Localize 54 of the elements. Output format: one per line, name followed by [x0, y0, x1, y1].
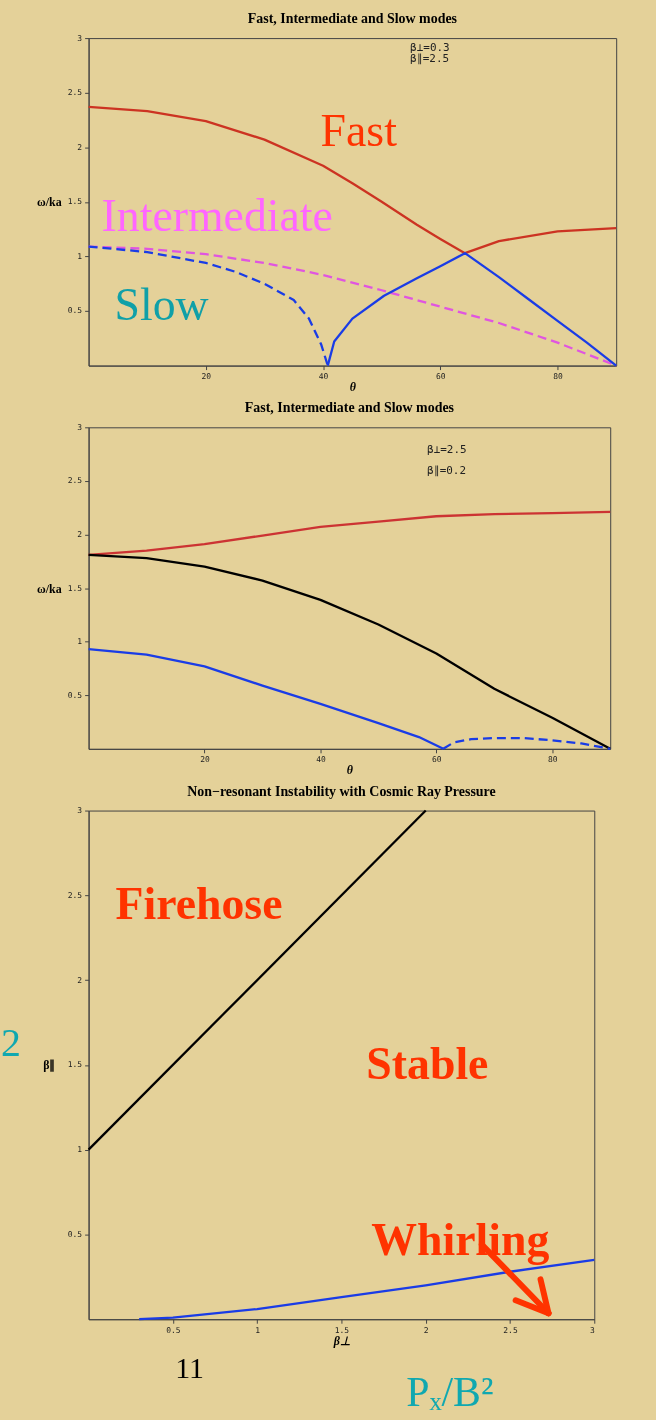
x-tick-label: 80 — [553, 372, 564, 382]
annotation: Whirling — [371, 1213, 550, 1265]
y-tick-label: 1.5 — [67, 1060, 83, 1070]
y-tick-label: 0.5 — [67, 306, 83, 316]
x-axis-title: β⊥ — [332, 1333, 350, 1348]
y-tick-label: 1 — [77, 637, 83, 647]
x-tick-label: 80 — [547, 755, 558, 765]
line-series — [87, 105, 618, 255]
chart-title: Fast, Intermediate and Slow modes — [247, 11, 458, 27]
x-tick-label: 1 — [255, 1325, 261, 1335]
y-axis-title: ω/ka — [36, 581, 62, 596]
x-tick-label: 0.5 — [166, 1325, 181, 1335]
series-label: Slow — [114, 278, 209, 330]
x-axis-title: θ — [349, 379, 356, 394]
y-tick-label: 2.5 — [67, 476, 83, 486]
chart-title: Non−resonant Instability with Cosmic Ray Pressure — [187, 783, 496, 799]
text: 2 — [1, 1021, 21, 1066]
y-tick-label: 1.5 — [67, 583, 83, 593]
annotation: Stable — [366, 1038, 489, 1090]
x-tick-label: 2.5 — [503, 1325, 518, 1335]
x-tick-label: 1.5 — [334, 1325, 350, 1335]
annotation: β∥=0.2 — [427, 464, 466, 478]
y-tick-label: 0.5 — [67, 1229, 83, 1239]
x-tick-label: 2 — [423, 1325, 429, 1335]
y-tick-label: 0.5 — [67, 690, 83, 700]
x-tick-label: 60 — [436, 372, 446, 382]
y-axis-title: ω/ka — [36, 195, 62, 210]
y-tick-label: 1 — [77, 1145, 83, 1155]
x-axis-title: θ — [346, 763, 353, 778]
y-tick-label: 2 — [77, 142, 83, 152]
y-tick-label: 3 — [77, 806, 83, 816]
chart-title: Fast, Intermediate and Slow modes — [244, 400, 455, 416]
annotation: Firehose — [115, 878, 283, 930]
series-label: Intermediate — [101, 190, 333, 242]
x-tick-label: 3 — [589, 1325, 595, 1335]
y-tick-label: 3 — [77, 33, 83, 43]
x-tick-label: 20 — [201, 372, 212, 382]
y-tick-label: 2.5 — [67, 890, 83, 900]
x-tick-label: 40 — [318, 372, 329, 382]
y-axis-title: β∥ — [43, 1058, 56, 1073]
annotation: β∥=2.5 — [410, 51, 450, 65]
series-label: Fast — [320, 104, 398, 156]
text: 11 — [175, 1350, 204, 1384]
x-tick-label: 40 — [316, 755, 326, 765]
x-tick-label: 20 — [200, 755, 211, 765]
x-tick-label: 60 — [432, 755, 442, 765]
y-tick-label: 2 — [77, 975, 83, 985]
text: Pₓ/B² — [406, 1368, 494, 1415]
y-tick-label: 1 — [77, 251, 83, 261]
y-tick-label: 2 — [77, 529, 83, 539]
y-tick-label: 3 — [77, 422, 83, 432]
y-tick-label: 2.5 — [67, 88, 83, 98]
annotation: β⊥=2.5 — [427, 443, 467, 457]
y-tick-label: 1.5 — [67, 197, 83, 207]
